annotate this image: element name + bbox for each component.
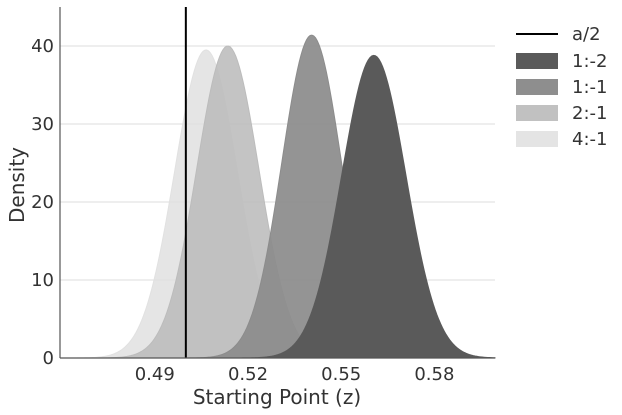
legend-swatch-4_-1 xyxy=(516,131,558,147)
x-tick-label: 0.55 xyxy=(321,364,361,385)
y-tick-label: 10 xyxy=(31,270,54,291)
legend-label-4_-1: 4:-1 xyxy=(572,129,607,150)
legend-label-2_-1: 2:-1 xyxy=(572,103,607,124)
x-axis-title: Starting Point (z) xyxy=(193,385,361,409)
x-tick-labels: 0.49 0.52 0.55 0.58 xyxy=(135,364,455,385)
y-axis-title: Density xyxy=(5,147,29,223)
legend-swatch-1_-1 xyxy=(516,79,558,95)
y-tick-label: 30 xyxy=(31,114,54,135)
x-tick-label: 0.58 xyxy=(414,364,454,385)
x-tick-label: 0.52 xyxy=(228,364,268,385)
y-tick-label: 40 xyxy=(31,36,54,57)
legend-swatch-1_-2 xyxy=(516,53,558,69)
legend-swatch-2_-1 xyxy=(516,105,558,121)
y-tick-labels: 0 10 20 30 40 xyxy=(31,36,54,369)
x-tick-label: 0.49 xyxy=(135,364,175,385)
y-tick-label: 20 xyxy=(31,192,54,213)
legend-label-a2: a/2 xyxy=(572,24,601,45)
legend: a/2 1:-2 1:-1 2:-1 4:-1 xyxy=(516,24,607,150)
legend-label-1_-1: 1:-1 xyxy=(572,77,607,98)
legend-label-1_-2: 1:-2 xyxy=(572,51,607,72)
y-tick-label: 0 xyxy=(43,348,54,369)
density-areas xyxy=(59,34,496,359)
